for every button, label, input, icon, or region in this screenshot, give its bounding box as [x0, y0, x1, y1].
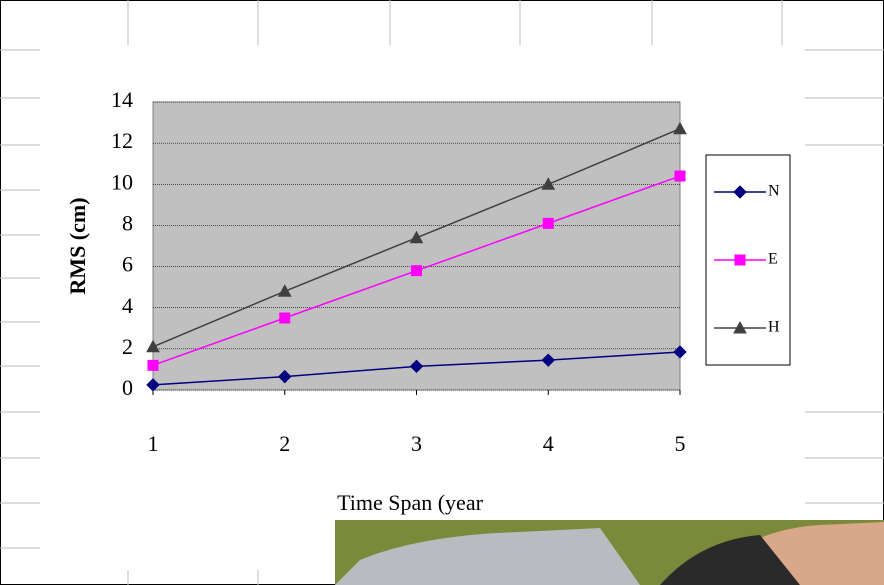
legend-label: H: [768, 319, 780, 336]
x-tick-label: 1: [148, 431, 159, 456]
y-tick-label: 12: [111, 128, 133, 153]
y-tick-label: 4: [122, 293, 133, 318]
y-axis-label: RMS (cm): [65, 197, 90, 294]
point: [543, 218, 553, 228]
y-tick-label: 6: [122, 252, 133, 277]
y-tick-label: 0: [122, 375, 133, 400]
x-axis-label: Time Span (year: [337, 490, 484, 515]
chart: RMS (cm) Time Span (year 024681012141234…: [0, 0, 884, 585]
x-tick-label: 5: [675, 431, 686, 456]
y-tick-label: 8: [122, 210, 133, 235]
x-tick-label: 2: [279, 431, 290, 456]
photo: [335, 520, 884, 585]
legend-label: N: [768, 183, 780, 200]
point: [280, 313, 290, 323]
point: [675, 171, 685, 181]
x-tick-label: 3: [411, 431, 422, 456]
y-tick-label: 2: [122, 334, 133, 359]
plot-area: [153, 102, 680, 390]
y-tick-label: 14: [111, 87, 133, 112]
legend-label: E: [768, 251, 778, 268]
point: [148, 360, 158, 370]
legend-marker: [735, 255, 745, 265]
y-tick-label: 10: [111, 169, 133, 194]
point: [412, 266, 422, 276]
x-tick-label: 4: [543, 431, 554, 456]
